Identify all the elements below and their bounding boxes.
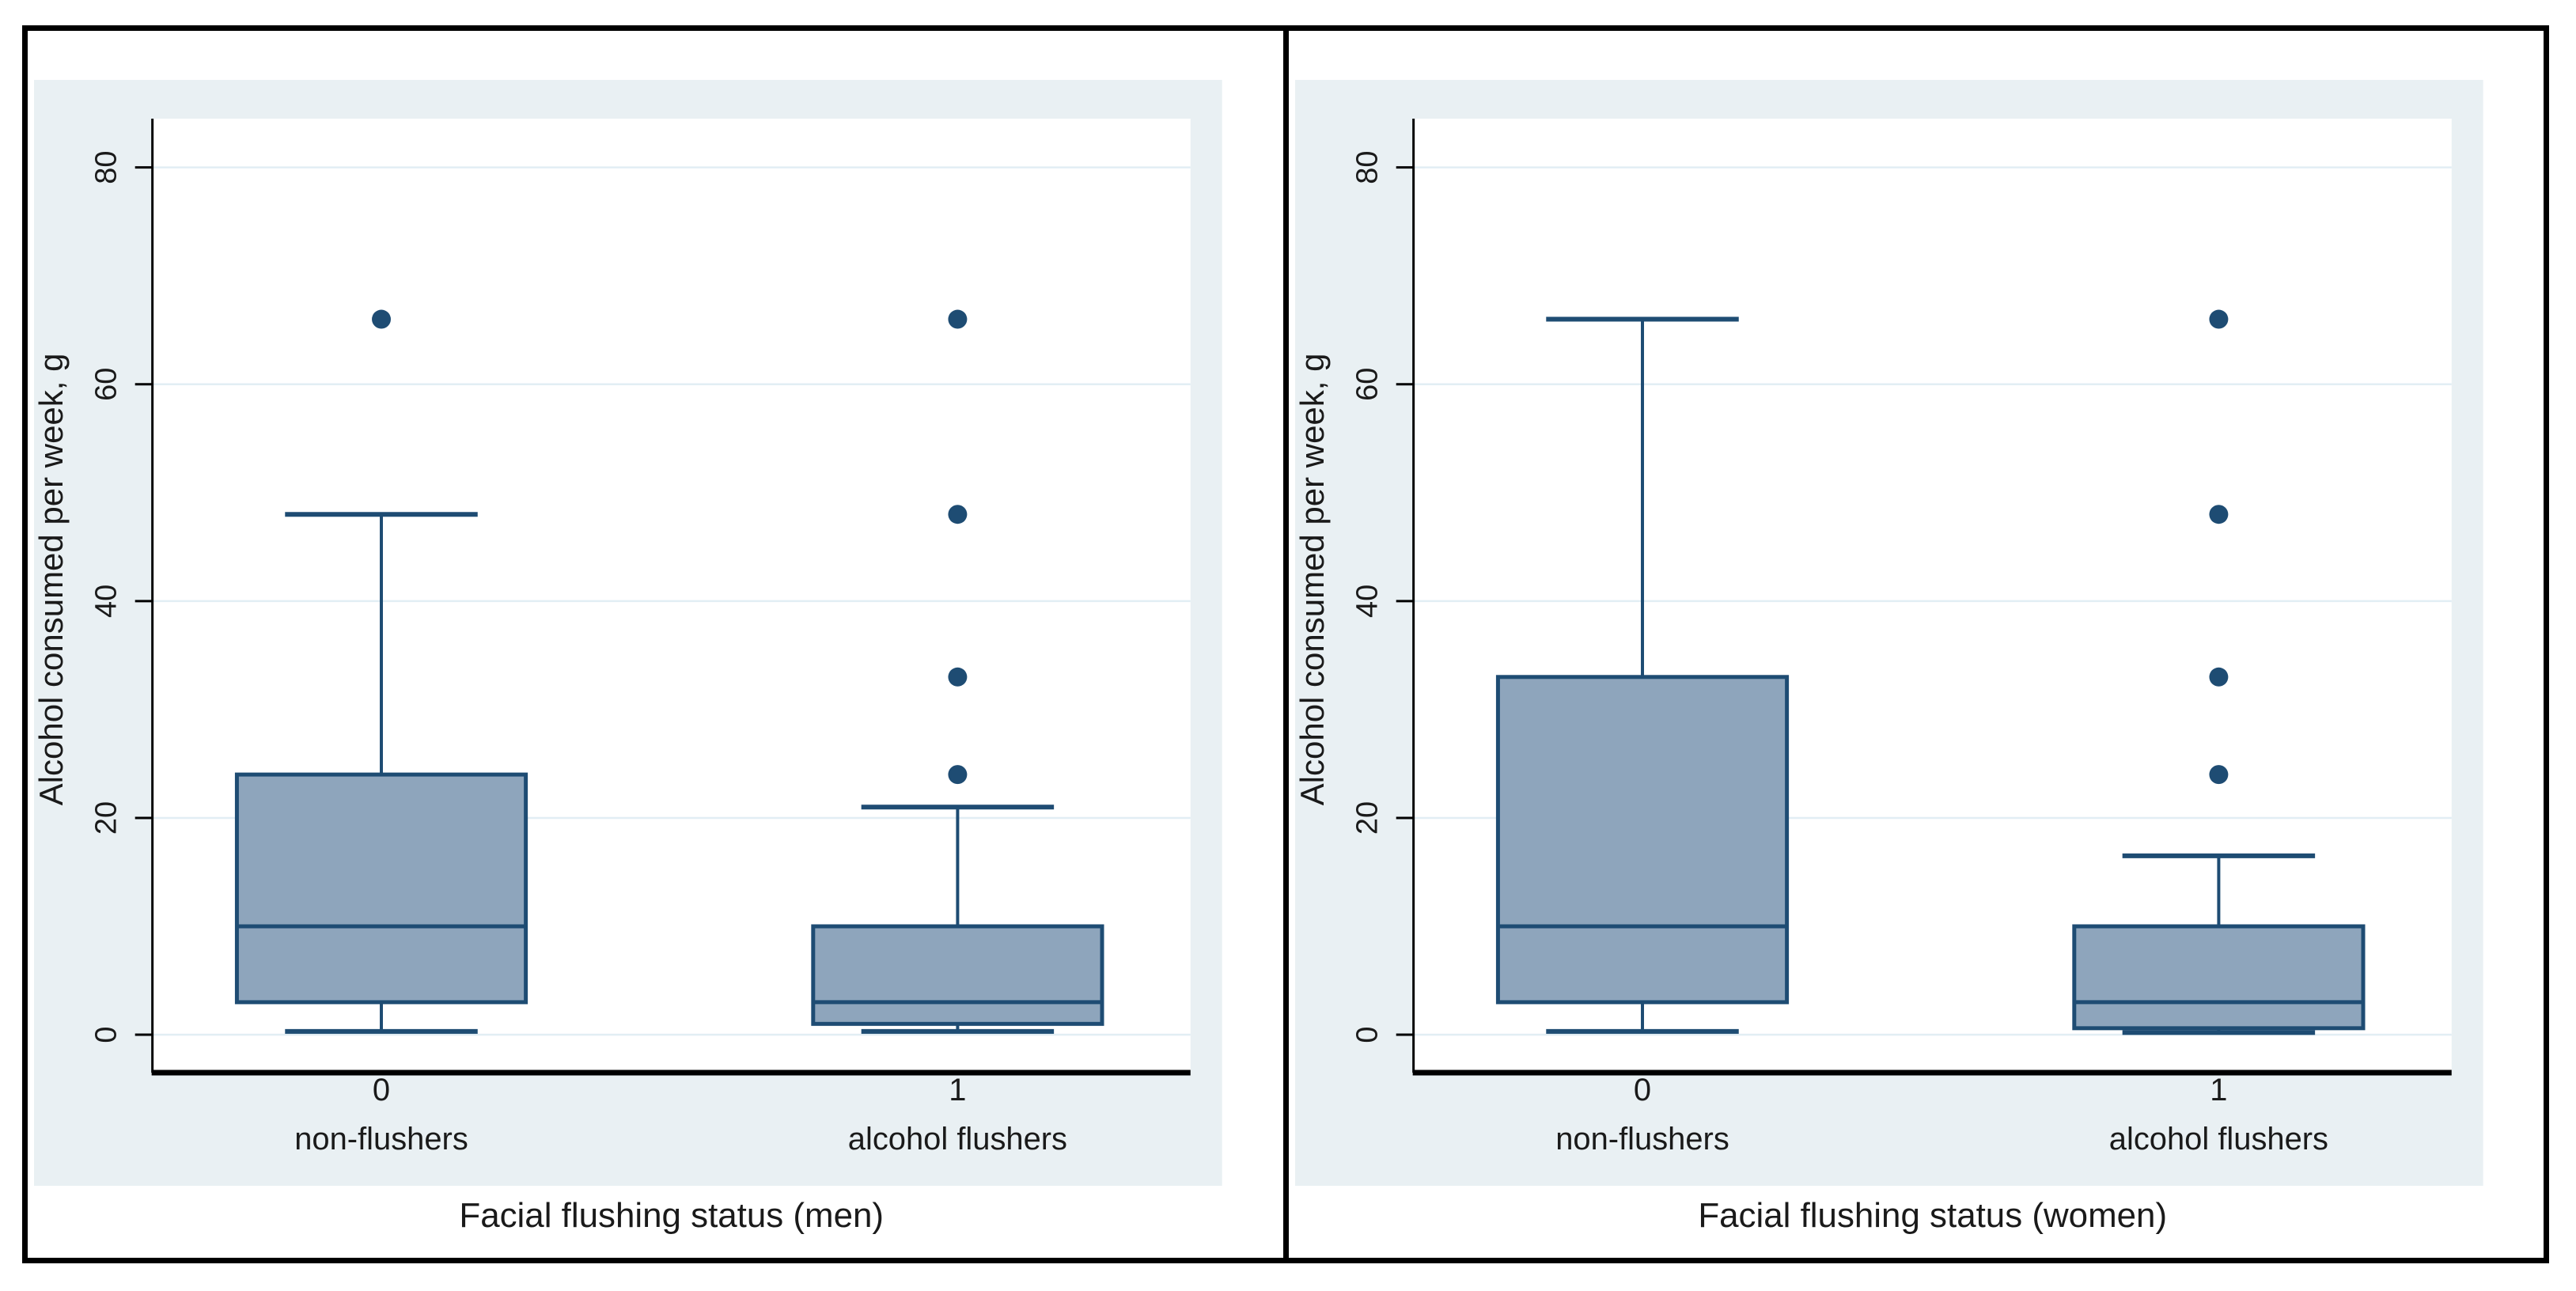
boxplot-group-1 [2071, 309, 2365, 1035]
box [1495, 675, 1789, 1005]
outlier-point [948, 309, 968, 329]
x-category-label-0: non-flushers [1555, 1122, 1729, 1157]
boxplot-group-0 [1495, 316, 1789, 1034]
y-tick-label-40: 40 [1351, 585, 1384, 618]
y-tick-label-80: 80 [1351, 151, 1384, 184]
panel-divider [1282, 31, 1289, 1258]
outlier-point [372, 309, 391, 329]
x-category-label-1: alcohol flushers [2108, 1122, 2328, 1157]
y-axis-title: Alcohol consumed per week, g [32, 354, 70, 806]
x-category-label-0: non-flushers [294, 1122, 468, 1157]
outlier-point [948, 765, 968, 785]
box [2071, 924, 2365, 1031]
outlier-point [2208, 309, 2228, 329]
x-axis-title: Facial flushing status (men) [459, 1196, 884, 1235]
women-boxplot-chart: 0 20 40 60 80 Alcohol consumed per week, g 0 no… [1293, 80, 2483, 1235]
y-tick-label-80: 80 [90, 151, 123, 184]
box [811, 924, 1104, 1026]
x-category-tick-0: 0 [1633, 1073, 1650, 1107]
y-tick-label-0: 0 [90, 1026, 123, 1043]
y-tick-label-20: 20 [1351, 801, 1384, 835]
men-boxplot-chart: 0 20 40 60 80 Alcohol consumed per week, g 0 no… [32, 80, 1222, 1235]
x-category-tick-1: 1 [2210, 1073, 2227, 1107]
y-tick-label-0: 0 [1351, 1026, 1384, 1043]
outlier-point [948, 505, 968, 524]
x-category-label-1: alcohol flushers [848, 1122, 1067, 1157]
y-tick-label-40: 40 [90, 585, 123, 618]
figure-frame: 0 20 40 60 80 Alcohol consumed per week, g 0 no… [22, 25, 2549, 1263]
boxplot-group-1 [811, 309, 1104, 1034]
outlier-point [2208, 505, 2228, 524]
y-tick-label-60: 60 [1351, 368, 1384, 401]
x-category-tick-1: 1 [949, 1073, 966, 1107]
men-boxplot-panel: 0 20 40 60 80 Alcohol consumed per week, g 0 no… [28, 31, 1283, 1258]
y-axis-title: Alcohol consumed per week, g [1293, 354, 1330, 806]
outlier-point [2208, 765, 2228, 785]
y-tick-label-20: 20 [90, 801, 123, 835]
women-boxplot-panel: 0 20 40 60 80 Alcohol consumed per week, g 0 no… [1288, 31, 2544, 1258]
y-tick-label-60: 60 [90, 368, 123, 401]
boxplot-group-0 [234, 309, 528, 1034]
outlier-point [2208, 667, 2228, 687]
box [234, 772, 528, 1005]
x-category-tick-0: 0 [373, 1073, 390, 1107]
x-axis-title: Facial flushing status (women) [1698, 1196, 2167, 1235]
outlier-point [948, 667, 968, 687]
